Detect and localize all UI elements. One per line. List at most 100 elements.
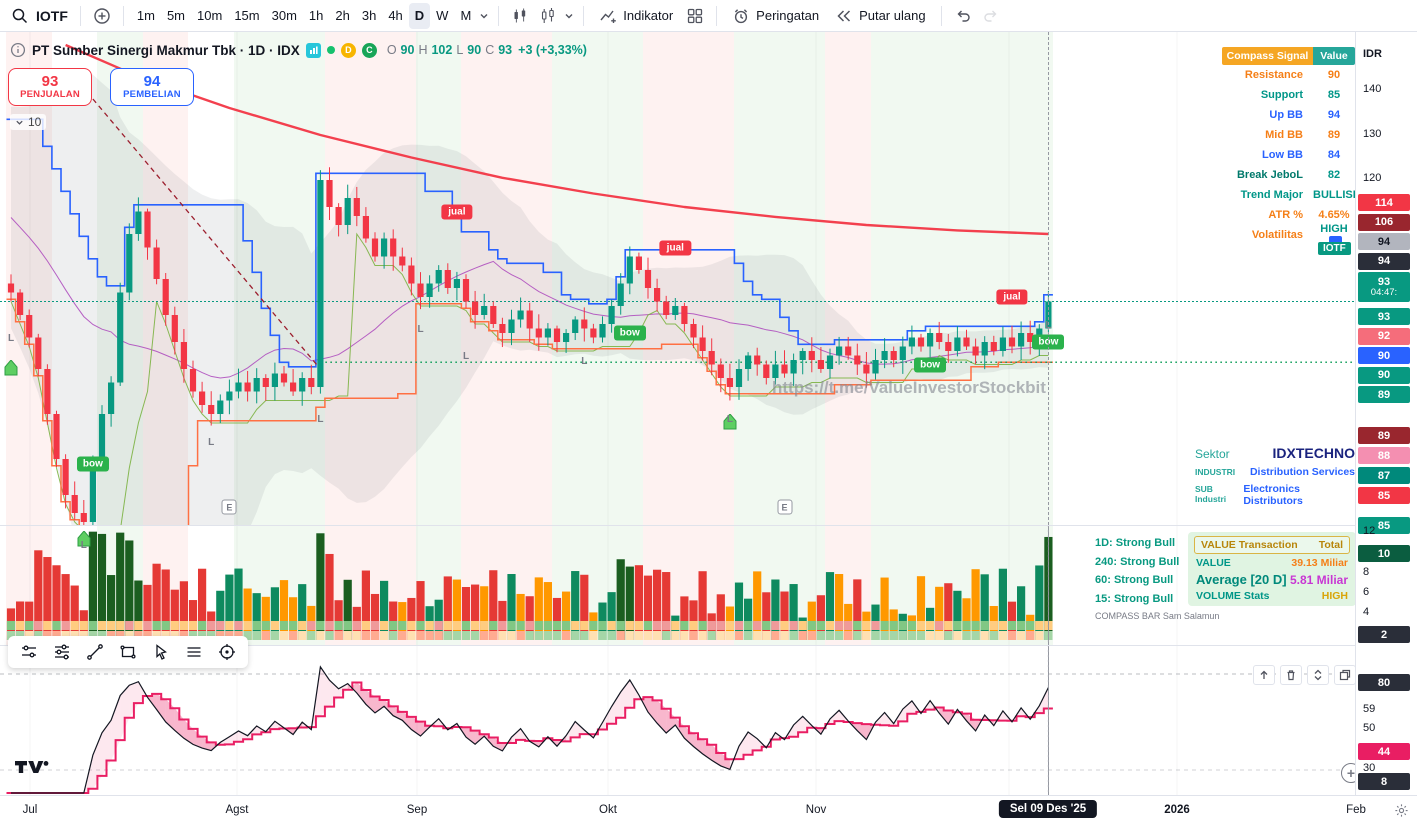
sell-label: PENJUALAN — [20, 89, 80, 101]
sliders-icon[interactable] — [47, 639, 77, 665]
tune-icon[interactable] — [14, 639, 44, 665]
volume-axis-tick: 4 — [1363, 606, 1370, 618]
drawing-toolbar — [8, 636, 248, 668]
watermark-link: https://t.me/ValueInvestorStockbit — [772, 378, 1046, 397]
time-axis-label: Okt — [599, 804, 617, 816]
compass-row: Support 85 — [1222, 85, 1355, 105]
price-axis[interactable]: IDR 140 130 120 114 106 94 94 93 04:47: 93 92 90 90 89… — [1355, 32, 1417, 795]
session-stripe — [643, 32, 689, 645]
timeframe-strength-labels: 1D: Strong Bull 240: Strong Bull 60: Stron… — [1095, 537, 1219, 630]
price-level-badge: 94 — [1358, 252, 1410, 270]
interval-W[interactable]: W — [430, 3, 454, 29]
redo-button[interactable] — [977, 3, 1005, 29]
interval-D[interactable]: D — [408, 2, 431, 29]
interval-chevron-button[interactable] — [477, 3, 491, 29]
interval-5m[interactable]: 5m — [161, 3, 191, 29]
toolbar-divider — [583, 5, 585, 26]
time-axis-label: Agst — [225, 804, 249, 816]
session-stripe — [142, 32, 189, 645]
toolbar-divider — [716, 5, 718, 26]
time-axis-settings-icon[interactable] — [1394, 803, 1409, 818]
price-level-badge: 90 — [1358, 347, 1410, 364]
delete-pane-button[interactable] — [1280, 665, 1302, 685]
value-row: Average [20 D] 5.81 Miliar — [1196, 572, 1348, 587]
oscillator-axis-tick: 44 — [1358, 743, 1410, 760]
move-pane-up-button[interactable] — [1253, 665, 1275, 685]
price-level-badge: 89 — [1358, 386, 1410, 403]
price-level-badge: 94 — [1358, 233, 1410, 250]
cursor-tool-icon[interactable] — [146, 639, 176, 665]
trendline-tool-icon[interactable] — [80, 639, 110, 665]
interval-1m[interactable]: 1m — [131, 3, 161, 29]
chevron-down-icon — [15, 118, 24, 127]
add-circle-button[interactable]: + — [1341, 763, 1355, 783]
buy-price: 94 — [143, 72, 161, 90]
oscillator-axis-tick: 30 — [1363, 762, 1376, 774]
volume-pane[interactable] — [0, 525, 1355, 645]
strength-label: 15: Strong Bull — [1095, 592, 1174, 605]
replay-label: Putar ulang — [859, 8, 926, 23]
layout-grid-button[interactable] — [681, 3, 709, 29]
tradingview-logo[interactable] — [14, 758, 58, 776]
interval-30m[interactable]: 30m — [266, 3, 303, 29]
chart-style-chevron-button[interactable] — [562, 3, 576, 29]
chart-style-hollow-candles-button[interactable] — [534, 3, 562, 29]
align-lines-icon[interactable] — [179, 639, 209, 665]
buy-signal-badge[interactable]: 94 PEMBELIAN — [110, 68, 194, 106]
compass-row: Trend MajorBULLISH — [1222, 185, 1355, 205]
price-level-badge: 114 — [1358, 194, 1410, 211]
time-axis[interactable]: JulAgstSepOktNovDes2026Feb Sel 09 Des '2… — [0, 795, 1417, 828]
strength-label: 240: Strong Bull — [1095, 555, 1180, 568]
screenshot-pane-button[interactable] — [1334, 665, 1355, 685]
interval-10m[interactable]: 10m — [191, 3, 228, 29]
interval-group: 1m 5m 10m 15m 30m 1h 2h 3h 4h D W M — [131, 2, 477, 29]
price-level-badge: 88 — [1358, 447, 1410, 464]
volume-axis-tick: 6 — [1363, 586, 1370, 598]
ohlc-values: O 90 H 102 L 90 C 93 — [386, 43, 513, 57]
chart-area[interactable]: jual jual jual bow bow bow bow L L L L L L L L L E E PT S… — [0, 32, 1355, 795]
symbol-title[interactable]: PT Sumber Sinergi Makmur Tbk · 1D · IDX — [32, 42, 300, 58]
undo-button[interactable] — [949, 3, 977, 29]
oscillator-pane[interactable] — [0, 645, 1355, 795]
chevron-down-icon — [479, 11, 489, 21]
alerts-button[interactable]: Peringatan — [724, 3, 827, 29]
instrument-info-icon[interactable] — [10, 42, 26, 58]
compass-row: Resistance 90 — [1222, 65, 1355, 85]
chart-style-candles-button[interactable] — [506, 3, 534, 29]
interval-1h[interactable]: 1h — [303, 3, 329, 29]
industry-label: INDUSTRI — [1195, 467, 1236, 477]
compass-signal-panel: Compass Signal Value Resistance 90 Support… — [1222, 47, 1355, 247]
interval-M[interactable]: M — [454, 3, 477, 29]
crosshair-date-tooltip: Sel 09 Des '25 — [998, 800, 1098, 818]
replay-icon — [835, 7, 853, 25]
pane-divider[interactable] — [0, 645, 1355, 646]
interval-3h[interactable]: 3h — [356, 3, 382, 29]
price-level-badge: 106 — [1358, 213, 1410, 231]
value-rows: VALUE 39.13 Miliar Average [20 D] 5.81 Mili… — [1194, 554, 1350, 602]
price-axis-currency: IDR — [1363, 48, 1382, 60]
interval-4h[interactable]: 4h — [382, 3, 408, 29]
sell-signal-badge[interactable]: 93 PENJUALAN — [8, 68, 92, 106]
compass-row: Volatilitas HIGH — [1222, 223, 1355, 247]
strength-label: 1D: Strong Bull — [1095, 537, 1176, 549]
session-stripe — [734, 32, 780, 645]
pane-divider[interactable] — [0, 525, 1355, 526]
interval-15m[interactable]: 15m — [228, 3, 265, 29]
chart-source-icon[interactable] — [305, 42, 321, 58]
compare-add-button[interactable] — [88, 3, 116, 29]
symbol-search-button[interactable]: IOTF — [6, 3, 73, 29]
time-axis-label: Nov — [805, 804, 827, 816]
value-header-label: VALUE Transaction — [1201, 539, 1298, 551]
price-pane[interactable] — [0, 32, 1355, 525]
subindustry-value: Electronics Distributors — [1243, 483, 1303, 507]
maximize-pane-button[interactable] — [1307, 665, 1329, 685]
change-value: +3 (+3,33%) — [518, 43, 587, 57]
collapsed-indicator-legend[interactable]: 10 — [10, 114, 47, 130]
replay-button[interactable]: Putar ulang — [827, 3, 934, 29]
target-icon[interactable] — [212, 639, 242, 665]
indicators-button[interactable]: Indikator — [591, 3, 681, 29]
interval-2h[interactable]: 2h — [329, 3, 355, 29]
volume-axis-tick: 2 — [1358, 626, 1410, 643]
rectangle-tool-icon[interactable] — [113, 639, 143, 665]
